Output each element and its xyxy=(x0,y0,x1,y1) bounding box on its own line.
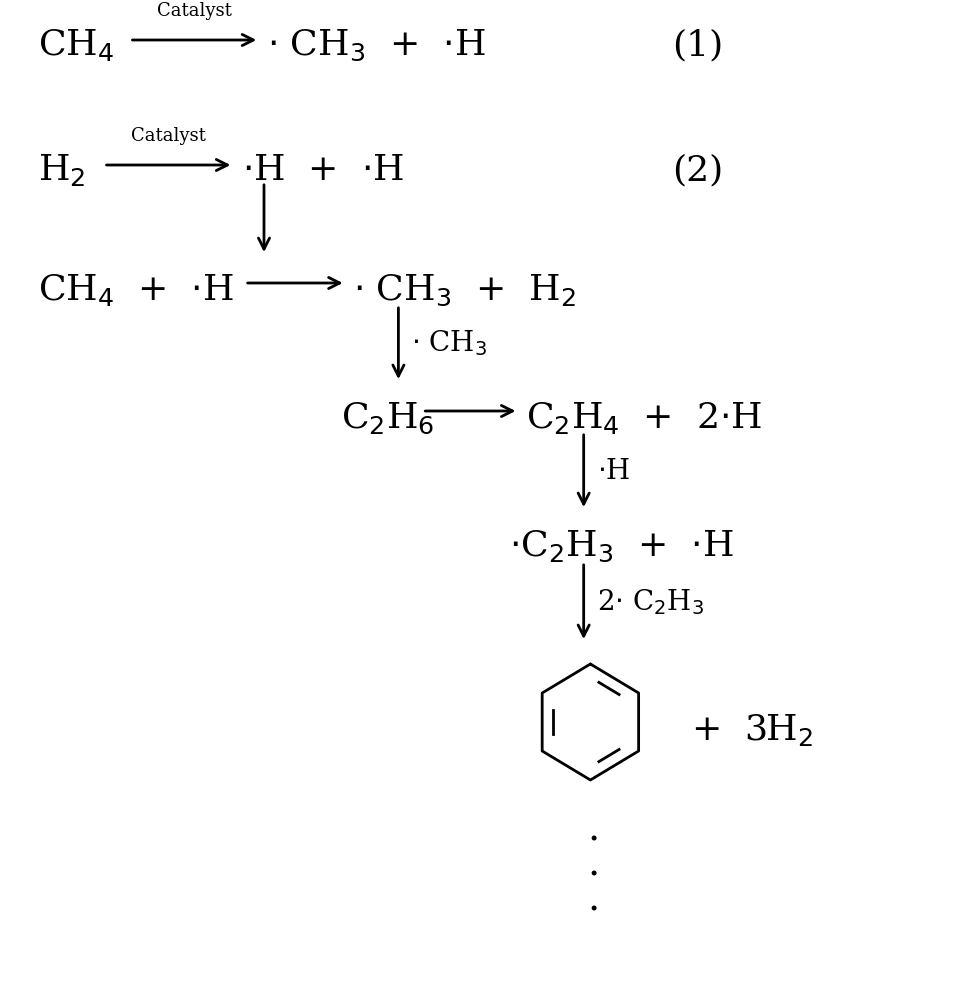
Text: (1): (1) xyxy=(672,28,723,62)
Text: Catalyst: Catalyst xyxy=(157,2,231,20)
Text: +  3H$_2$: + 3H$_2$ xyxy=(691,712,813,748)
Text: $\cdot$H: $\cdot$H xyxy=(597,458,631,485)
Text: .: . xyxy=(588,812,599,848)
Text: C$_2$H$_6$: C$_2$H$_6$ xyxy=(341,400,434,436)
Text: $\cdot$C$_2$H$_3$  +  $\cdot$H: $\cdot$C$_2$H$_3$ + $\cdot$H xyxy=(509,528,733,564)
Text: H$_2$: H$_2$ xyxy=(38,152,85,188)
Text: (2): (2) xyxy=(672,153,723,187)
Text: 2$\cdot$ C$_2$H$_3$: 2$\cdot$ C$_2$H$_3$ xyxy=(597,587,705,617)
Text: C$_2$H$_4$  +  2$\cdot$H: C$_2$H$_4$ + 2$\cdot$H xyxy=(526,400,762,436)
Text: CH$_4$  +  $\cdot$H: CH$_4$ + $\cdot$H xyxy=(38,272,234,308)
Text: .: . xyxy=(588,882,599,918)
Text: $\cdot$ CH$_3$: $\cdot$ CH$_3$ xyxy=(411,329,487,358)
Text: $\cdot$ CH$_3$  +  $\cdot$H: $\cdot$ CH$_3$ + $\cdot$H xyxy=(267,27,486,63)
Text: .: . xyxy=(588,846,599,884)
Text: Catalyst: Catalyst xyxy=(132,127,205,145)
Text: CH$_4$: CH$_4$ xyxy=(38,27,114,63)
Text: $\cdot$ CH$_3$  +  H$_2$: $\cdot$ CH$_3$ + H$_2$ xyxy=(353,272,577,308)
Text: $\cdot$H  +  $\cdot$H: $\cdot$H + $\cdot$H xyxy=(242,153,404,187)
